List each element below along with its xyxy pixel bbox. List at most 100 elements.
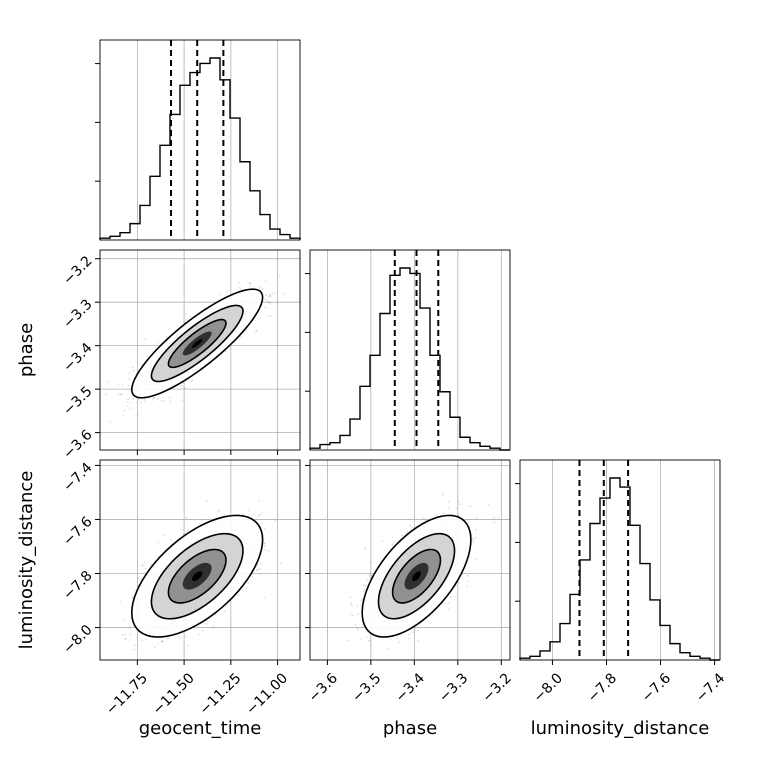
sample-point	[151, 398, 154, 401]
sample-point	[267, 315, 270, 317]
sample-point	[177, 635, 180, 638]
scatter-panel-phase-luminosity_distance	[305, 459, 511, 665]
sample-point	[127, 398, 130, 401]
histogram-panel-phase	[305, 249, 511, 451]
sample-point	[153, 396, 156, 399]
sample-point	[107, 380, 110, 383]
sample-point	[360, 599, 363, 602]
histogram-panel-geocent_time	[95, 39, 301, 241]
sample-point	[369, 639, 371, 642]
histogram-step	[309, 267, 510, 451]
sample-point	[257, 514, 260, 517]
sample-point	[261, 512, 263, 514]
sample-point	[156, 397, 159, 400]
sample-point	[223, 514, 226, 517]
sample-point	[141, 564, 143, 567]
sample-point	[258, 317, 261, 320]
sample-point	[144, 400, 147, 403]
sample-point	[370, 575, 373, 577]
sample-point	[119, 600, 122, 603]
sample-point	[370, 644, 372, 647]
sample-point	[259, 513, 262, 516]
sample-point	[140, 401, 143, 404]
sample-point	[141, 639, 144, 642]
sample-point	[185, 517, 188, 519]
sample-point	[152, 396, 155, 399]
sample-point	[261, 288, 264, 290]
sample-point	[238, 286, 241, 288]
sample-point	[124, 633, 126, 636]
panel-frame	[99, 249, 301, 451]
sample-point	[239, 288, 242, 290]
sample-point	[263, 528, 266, 530]
sample-point	[263, 542, 266, 545]
density-area	[347, 464, 496, 650]
sample-point	[181, 399, 184, 402]
sample-point	[117, 393, 120, 396]
sample-point	[163, 399, 165, 402]
sample-point	[249, 284, 252, 287]
sample-point	[154, 346, 157, 349]
sample-point	[218, 293, 221, 296]
sample-point	[206, 620, 209, 623]
sample-point	[264, 298, 267, 301]
panel-frame	[309, 249, 511, 451]
sample-point	[157, 541, 160, 544]
sample-point	[269, 295, 272, 298]
sample-point	[185, 635, 188, 638]
sample-point	[137, 577, 139, 580]
density-area	[119, 500, 282, 651]
sample-point	[217, 509, 220, 512]
sample-point	[145, 638, 148, 640]
sample-point	[157, 642, 160, 645]
sample-point	[274, 519, 277, 522]
sample-point	[137, 398, 140, 401]
sample-point	[237, 594, 240, 597]
sample-point	[356, 613, 359, 616]
sample-point	[181, 529, 184, 531]
sample-point	[146, 355, 149, 358]
sample-point	[256, 568, 259, 571]
sample-point	[143, 398, 146, 401]
sample-point	[201, 519, 203, 522]
sample-point	[269, 302, 272, 305]
sample-point	[205, 623, 208, 625]
sample-point	[273, 292, 276, 295]
sample-point	[120, 393, 123, 396]
density-contour	[191, 339, 203, 348]
sample-point	[212, 625, 215, 627]
sample-point	[279, 562, 282, 565]
sample-point	[144, 338, 147, 341]
histogram-step	[99, 57, 301, 240]
sample-point	[134, 644, 136, 647]
sample-point	[187, 529, 189, 532]
sample-point	[263, 596, 266, 599]
sample-point	[183, 321, 186, 324]
sample-point	[185, 530, 188, 533]
sample-point	[169, 400, 172, 403]
sample-point	[249, 281, 252, 284]
sample-point	[129, 625, 132, 628]
sample-point	[255, 330, 257, 333]
sample-point	[127, 378, 130, 381]
sample-point	[391, 536, 394, 539]
sample-point	[185, 319, 188, 321]
panel-frame	[519, 459, 721, 661]
sample-point	[258, 573, 261, 576]
sample-point	[124, 638, 126, 641]
sample-point	[260, 522, 263, 525]
panel-frame	[99, 459, 301, 661]
sample-point	[263, 549, 266, 552]
sample-point	[350, 602, 352, 604]
sample-point	[223, 610, 226, 613]
sample-point	[237, 282, 240, 284]
sample-point	[121, 383, 124, 386]
sample-point	[251, 575, 254, 578]
scatter-panel-geocent_time-phase	[95, 249, 301, 455]
sample-point	[184, 387, 187, 389]
sample-point	[123, 409, 126, 412]
sample-point	[160, 400, 163, 402]
sample-point	[242, 513, 245, 516]
sample-point	[239, 336, 242, 339]
sample-point	[265, 294, 267, 297]
